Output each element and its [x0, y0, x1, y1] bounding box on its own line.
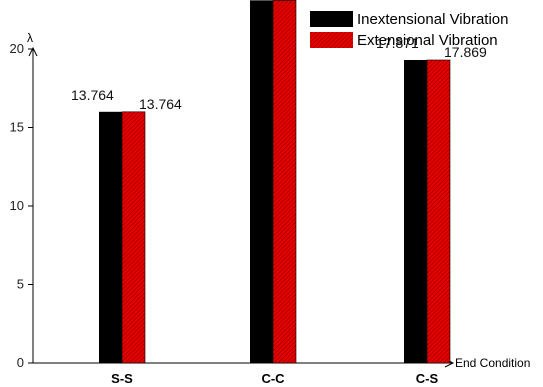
legend-swatch-inextensional: [310, 11, 353, 27]
y-tick-label: 10: [10, 198, 24, 213]
y-ticks: 0 5 10 15 20: [10, 41, 33, 370]
y-axis-label: λ: [27, 31, 33, 45]
bar-inextensional-s-s: [99, 111, 122, 363]
bar-inextensional-c-s: [404, 59, 427, 364]
y-tick-label: 20: [10, 41, 24, 56]
category-label-c-c: C-C: [261, 371, 285, 386]
data-label-extensional: 13.764: [139, 96, 182, 112]
legend-label-extensional: Extensional Vibration: [357, 32, 498, 49]
category-labels-group: S-S C-C C-S: [111, 371, 438, 386]
bar-inextensional-c-c: [250, 0, 273, 364]
x-axis-label: End Condition: [455, 356, 530, 370]
bar-extensional-s-s: [121, 111, 146, 364]
bar-extensional-c-s: [426, 59, 451, 364]
data-label-extensional: 17.869: [444, 44, 487, 60]
legend-label-inextensional: Inextensional Vibration: [357, 11, 509, 28]
data-label-inextensional: 13.764: [71, 87, 114, 103]
y-tick-label: 0: [17, 355, 24, 370]
y-axis-arrow-icon: [28, 46, 38, 57]
data-label-inextensional: 17.871: [376, 35, 419, 51]
category-label-s-s: S-S: [111, 371, 133, 386]
y-tick-label: 15: [10, 120, 24, 135]
legend: Inextensional Vibration Extensional Vibr…: [310, 11, 509, 49]
category-label-c-s: C-S: [416, 371, 439, 386]
legend-swatch-extensional: [310, 32, 353, 48]
bar-extensional-c-c: [272, 0, 297, 364]
y-tick-label: 5: [17, 277, 24, 292]
bars-group: [99, 0, 451, 364]
